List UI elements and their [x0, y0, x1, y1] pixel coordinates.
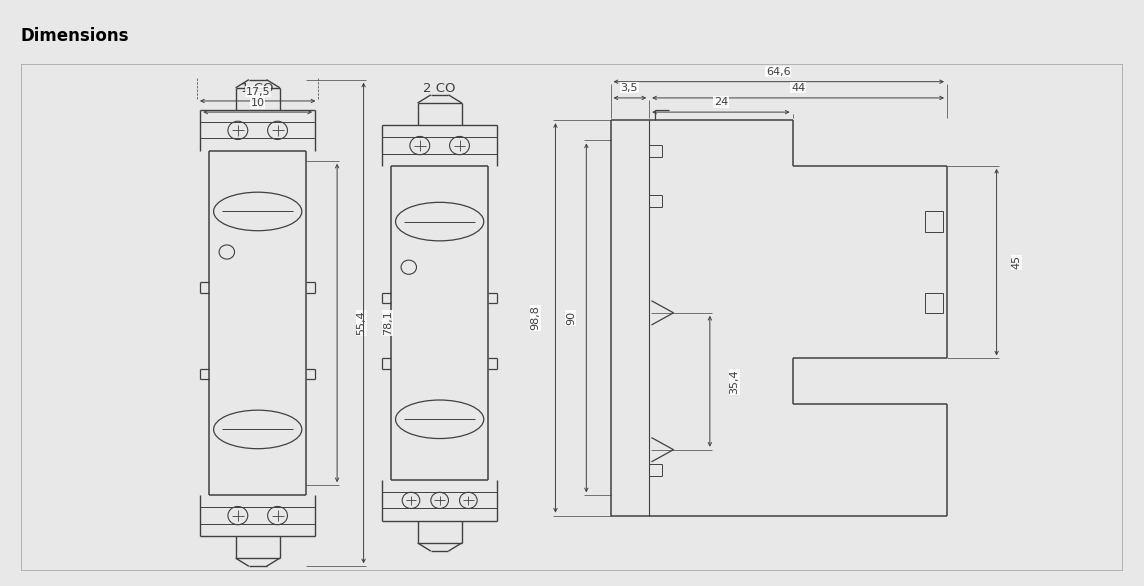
Text: 78,1: 78,1	[383, 311, 392, 335]
Text: 45: 45	[1011, 255, 1022, 269]
Text: 44: 44	[791, 83, 805, 93]
Bar	[924, 292, 943, 313]
Text: 35,4: 35,4	[729, 369, 739, 394]
Text: 55,4: 55,4	[357, 311, 366, 335]
Text: 90: 90	[566, 311, 575, 325]
Text: Dimensions: Dimensions	[21, 27, 129, 45]
Text: 10: 10	[251, 98, 264, 108]
Text: 64,6: 64,6	[766, 67, 791, 77]
Text: 3,5: 3,5	[620, 83, 638, 93]
Text: 1 CO: 1 CO	[241, 82, 273, 96]
Bar	[924, 212, 943, 231]
Text: 24: 24	[714, 97, 728, 107]
Text: 17,5: 17,5	[245, 87, 270, 97]
Text: 98,8: 98,8	[531, 305, 541, 331]
Text: 2 CO: 2 CO	[423, 82, 456, 96]
